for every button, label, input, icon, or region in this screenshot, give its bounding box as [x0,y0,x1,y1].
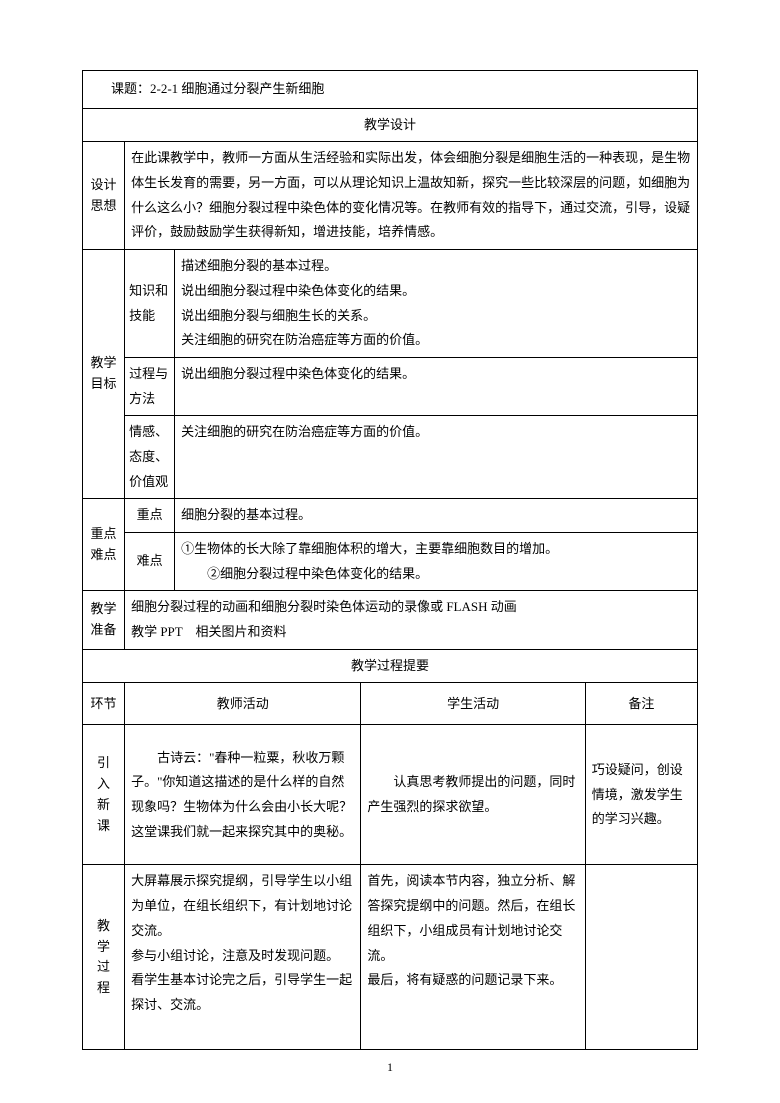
col-teacher: 教师活动 [125,683,361,725]
diff-text: ①生物体的长大除了靠细胞体积的增大，主要靠细胞数目的增加。 ②细胞分裂过程中染色… [175,533,698,591]
phase1-student: 认真思考教师提出的问题，同时产生强烈的探求欲望。 [361,725,585,865]
phase1-teacher: 古诗云："春种一粒粟，秋收万颗子。"你知道这描述的是什么样的自然现象吗？生物体为… [125,725,361,865]
section-process-header: 教学过程提要 [83,649,698,683]
emotion-label: 情感、态度、价值观 [125,416,175,499]
process-text: 说出细胞分裂过程中染色体变化的结果。 [175,357,698,415]
objectives-label: 教学目标 [83,250,125,499]
design-idea-text: 在此课教学中，教师一方面从生活经验和实际出发，体会细胞分裂是细胞生活的一种表现，… [125,142,698,250]
prep-text: 细胞分裂过程的动画和细胞分裂时染色体运动的录像或 FLASH 动画 教学 PPT… [125,591,698,649]
keypoints-label: 重点难点 [83,499,125,591]
key-label: 重点 [125,499,175,533]
diff-label: 难点 [125,533,175,591]
col-phase: 环节 [83,683,125,725]
phase2-note [585,865,697,1050]
col-student: 学生活动 [361,683,585,725]
design-idea-label: 设计思想 [83,142,125,250]
knowledge-text: 描述细胞分裂的基本过程。 说出细胞分裂过程中染色体变化的结果。 说出细胞分裂与细… [175,250,698,358]
col-note: 备注 [585,683,697,725]
emotion-text: 关注细胞的研究在防治癌症等方面的价值。 [175,416,698,499]
lesson-title: 课题：2-2-1 细胞通过分裂产生新细胞 [83,71,698,109]
lesson-plan-table: 课题：2-2-1 细胞通过分裂产生新细胞 教学设计 设计思想 在此课教学中，教师… [82,70,698,1050]
phase1-label: 引入新课 [83,725,125,865]
key-text: 细胞分裂的基本过程。 [175,499,698,533]
phase2-student: 首先，阅读本节内容，独立分析、解答探究提纲中的问题。然后，在组长组织下，小组成员… [361,865,585,1050]
phase1-note: 巧设疑问，创设情境，激发学生的学习兴趣。 [585,725,697,865]
page-number: 1 [387,1060,393,1075]
phase2-label: 教学过程 [83,865,125,1050]
knowledge-label: 知识和技能 [125,250,175,358]
prep-label: 教学准备 [83,591,125,649]
phase2-teacher: 大屏幕展示探究提纲，引导学生以小组为单位，在组长组织下，有计划地讨论交流。 参与… [125,865,361,1050]
section-design-header: 教学设计 [83,108,698,142]
process-label: 过程与方法 [125,357,175,415]
